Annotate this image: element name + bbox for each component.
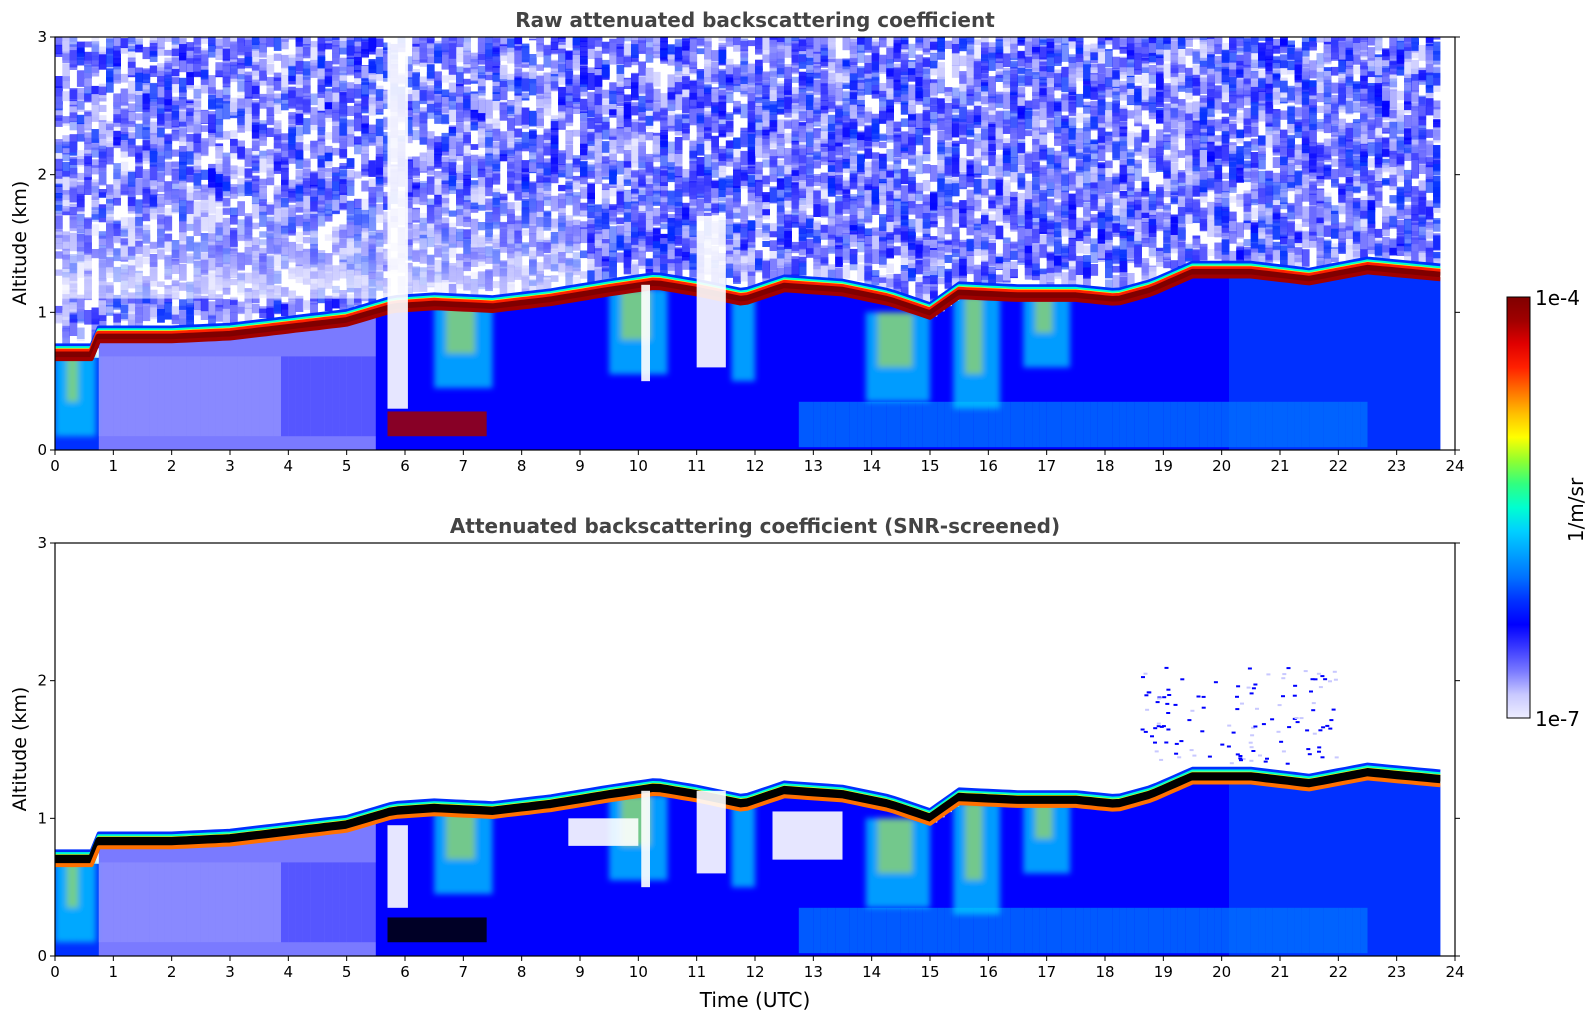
data-gaps xyxy=(387,790,843,908)
x-tick-label: 1 xyxy=(109,457,119,475)
x-tick-label: 11 xyxy=(687,963,706,981)
x-tick-label: 19 xyxy=(1154,963,1173,981)
x-tick-label: 23 xyxy=(1387,963,1406,981)
y-tick-label: 0 xyxy=(37,441,47,459)
x-tick-label: 15 xyxy=(920,457,939,475)
x-tick-label: 21 xyxy=(1270,457,1289,475)
x-tick-label: 12 xyxy=(745,963,764,981)
colorbar-tick-bottom: 1e-7 xyxy=(1535,707,1580,731)
x-tick-label: 2 xyxy=(167,457,177,475)
panel-snr-ticks: 0 1 2 3 4 5 6 7 8 9 10 11 12 13 14 15 16 17 18 19 20 21 22 23 24… xyxy=(37,534,1464,981)
x-tick-label: 8 xyxy=(517,963,527,981)
panel-raw-title: Raw attenuated backscattering coefficien… xyxy=(515,8,995,32)
panel-snr-title: Attenuated backscattering coefficient (S… xyxy=(450,514,1060,538)
boundary-layer xyxy=(55,777,1441,956)
x-tick-label: 13 xyxy=(804,963,823,981)
x-tick-label: 9 xyxy=(575,457,585,475)
panel-snr-plot-area xyxy=(55,543,1455,956)
low-layer xyxy=(387,411,487,437)
x-tick-label: 21 xyxy=(1270,963,1289,981)
x-tick-label: 20 xyxy=(1212,963,1231,981)
y-tick-label: 2 xyxy=(37,166,47,184)
x-tick-label: 4 xyxy=(284,963,294,981)
x-tick-label: 22 xyxy=(1329,963,1348,981)
screened-speckles xyxy=(1140,666,1339,765)
x-tick-label: 20 xyxy=(1212,457,1231,475)
colorbar-tick-top: 1e-4 xyxy=(1535,286,1580,310)
y-tick-label: 1 xyxy=(37,303,47,321)
panel-raw: Raw attenuated backscattering coefficien… xyxy=(9,8,1465,475)
x-tick-label: 14 xyxy=(862,457,881,475)
x-tick-label: 18 xyxy=(1095,457,1114,475)
x-tick-label: 24 xyxy=(1445,963,1464,981)
x-tick-label: 10 xyxy=(629,963,648,981)
x-tick-label: 3 xyxy=(225,963,235,981)
panel-snr-ylabel: Altitude (km) xyxy=(9,687,31,812)
data-gaps xyxy=(387,37,726,409)
x-tick-label: 7 xyxy=(459,963,469,981)
x-tick-label: 24 xyxy=(1445,457,1464,475)
panel-snr-xlabel: Time (UTC) xyxy=(699,988,811,1012)
no-data-tail xyxy=(1440,37,1455,450)
x-tick-label: 16 xyxy=(979,963,998,981)
panel-snr: Attenuated backscattering coefficient (S… xyxy=(9,514,1465,1012)
x-tick-label: 5 xyxy=(342,963,352,981)
x-tick-label: 1 xyxy=(109,963,119,981)
x-tick-label: 17 xyxy=(1037,963,1056,981)
cloud-layer xyxy=(55,256,1441,362)
y-tick-label: 0 xyxy=(37,947,47,965)
x-tick-label: 0 xyxy=(50,963,60,981)
x-tick-label: 4 xyxy=(284,457,294,475)
colorbar: 1e-4 1e-7 1/m/sr xyxy=(1506,286,1588,731)
x-tick-label: 7 xyxy=(459,457,469,475)
panel-raw-ylabel: Altitude (km) xyxy=(9,181,31,306)
x-tick-label: 14 xyxy=(862,963,881,981)
x-tick-label: 9 xyxy=(575,963,585,981)
no-data-tail xyxy=(1440,543,1455,956)
y-tick-label: 3 xyxy=(37,28,47,46)
x-tick-label: 6 xyxy=(400,963,410,981)
x-tick-label: 5 xyxy=(342,457,352,475)
x-tick-label: 18 xyxy=(1095,963,1114,981)
x-tick-label: 23 xyxy=(1387,457,1406,475)
x-tick-label: 2 xyxy=(167,963,177,981)
x-tick-label: 22 xyxy=(1329,457,1348,475)
x-tick-label: 3 xyxy=(225,457,235,475)
cloud-layer xyxy=(55,762,1441,868)
panel-raw-plot-area xyxy=(55,37,1455,450)
low-layer xyxy=(387,917,487,943)
colorbar-gradient xyxy=(1506,296,1531,719)
x-tick-label: 16 xyxy=(979,457,998,475)
aerosol-plumes xyxy=(55,794,1070,943)
boundary-layer xyxy=(55,271,1441,450)
x-tick-label: 15 xyxy=(920,963,939,981)
x-tick-label: 8 xyxy=(517,457,527,475)
colorbar-label: 1/m/sr xyxy=(1564,477,1588,542)
y-tick-label: 3 xyxy=(37,534,47,552)
panel-raw-ticks: 0 1 2 3 4 5 6 7 8 9 10 11 12 13 14 15 16 17 18 19 20 21 22 23 24… xyxy=(37,28,1464,475)
x-tick-label: 13 xyxy=(804,457,823,475)
x-tick-label: 10 xyxy=(629,457,648,475)
sky-noise xyxy=(55,37,1441,349)
x-tick-label: 11 xyxy=(687,457,706,475)
x-tick-label: 19 xyxy=(1154,457,1173,475)
x-tick-label: 6 xyxy=(400,457,410,475)
x-tick-label: 0 xyxy=(50,457,60,475)
y-tick-label: 1 xyxy=(37,809,47,827)
y-tick-label: 2 xyxy=(37,672,47,690)
x-tick-label: 12 xyxy=(745,457,764,475)
x-tick-label: 17 xyxy=(1037,457,1056,475)
